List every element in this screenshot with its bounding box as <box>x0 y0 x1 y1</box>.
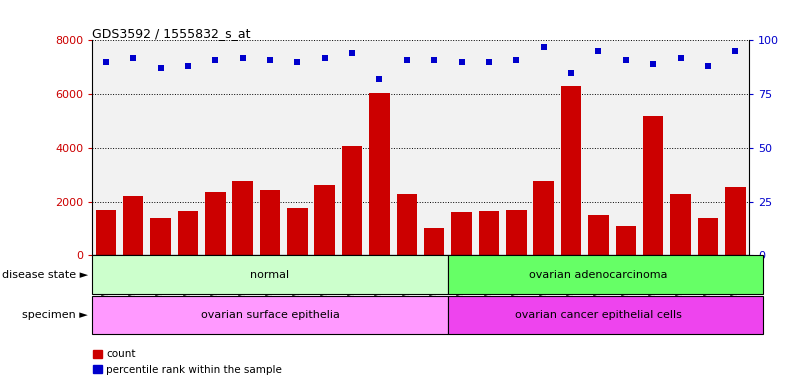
Bar <box>178 211 198 255</box>
Text: specimen ►: specimen ► <box>22 310 88 320</box>
Point <box>182 63 195 69</box>
Bar <box>448 255 763 294</box>
Point <box>373 76 386 82</box>
Point <box>482 59 495 65</box>
Point <box>154 65 167 71</box>
Bar <box>479 211 499 255</box>
Bar <box>448 296 763 334</box>
Bar <box>643 116 663 255</box>
Point <box>510 56 523 63</box>
Point <box>209 56 222 63</box>
Bar <box>698 218 718 255</box>
Bar <box>287 208 308 255</box>
Bar <box>92 255 448 294</box>
Point <box>646 61 659 67</box>
Point <box>674 55 687 61</box>
Text: ovarian surface epithelia: ovarian surface epithelia <box>200 310 340 320</box>
Bar <box>725 187 746 255</box>
Point <box>537 44 550 50</box>
Text: ovarian cancer epithelial cells: ovarian cancer epithelial cells <box>515 310 682 320</box>
Point <box>592 48 605 54</box>
Text: GDS3592 / 1555832_s_at: GDS3592 / 1555832_s_at <box>92 27 251 40</box>
Bar <box>670 194 690 255</box>
Bar <box>92 296 448 334</box>
Bar <box>424 228 445 255</box>
Point <box>264 56 276 63</box>
Bar <box>232 182 253 255</box>
Point <box>127 55 139 61</box>
Point <box>99 59 112 65</box>
Bar <box>205 192 226 255</box>
Point <box>619 56 632 63</box>
Bar <box>151 218 171 255</box>
Point <box>291 59 304 65</box>
Bar <box>506 210 526 255</box>
Bar <box>615 226 636 255</box>
Text: ovarian adenocarcinoma: ovarian adenocarcinoma <box>529 270 668 280</box>
Bar <box>95 210 116 255</box>
Point <box>346 50 359 56</box>
Bar <box>123 196 143 255</box>
Bar <box>342 146 362 255</box>
Legend: count, percentile rank within the sample: count, percentile rank within the sample <box>90 345 286 379</box>
Bar <box>533 182 554 255</box>
Bar <box>588 215 609 255</box>
Text: normal: normal <box>251 270 290 280</box>
Point <box>428 56 441 63</box>
Bar <box>369 93 390 255</box>
Point <box>565 70 578 76</box>
Point <box>318 55 331 61</box>
Bar <box>561 86 582 255</box>
Point <box>400 56 413 63</box>
Point <box>702 63 714 69</box>
Text: disease state ►: disease state ► <box>2 270 88 280</box>
Point <box>236 55 249 61</box>
Bar <box>260 190 280 255</box>
Point <box>729 48 742 54</box>
Point <box>455 59 468 65</box>
Bar <box>396 194 417 255</box>
Bar <box>315 185 335 255</box>
Bar <box>451 212 472 255</box>
